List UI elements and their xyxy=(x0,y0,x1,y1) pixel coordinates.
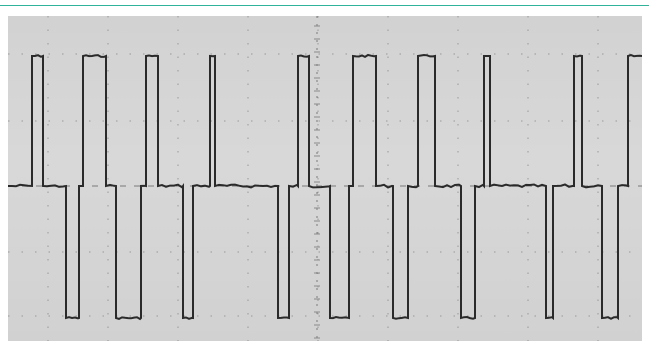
signal-trace xyxy=(8,53,642,321)
graticule xyxy=(8,16,642,341)
oscilloscope-display xyxy=(8,16,642,341)
oscilloscope-screen xyxy=(8,16,642,341)
top-divider-line xyxy=(0,5,649,6)
